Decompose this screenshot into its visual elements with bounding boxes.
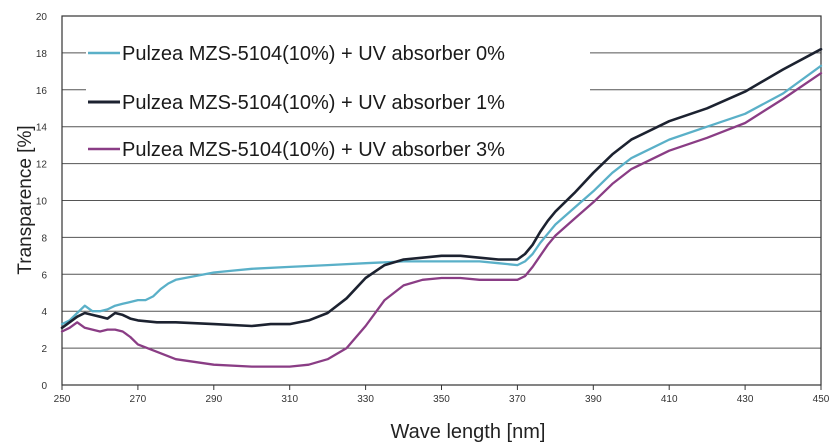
x-tick-label: 250 [54, 394, 71, 405]
legend-label-3: Pulzea MZS-5104(10%) + UV absorber 3% [122, 139, 505, 161]
series-layer [60, 47, 823, 368]
legend-label-2: Pulzea MZS-5104(10%) + UV absorber 1% [122, 92, 505, 114]
y-axis-title: Transparence [%] [15, 125, 36, 274]
legend-item-bg [86, 40, 590, 66]
x-tick-label: 330 [357, 394, 374, 405]
y-tick-label: 4 [41, 307, 47, 318]
x-tick-label: 310 [281, 394, 298, 405]
y-tick-label: 12 [36, 160, 48, 171]
x-tick-label: 370 [509, 394, 526, 405]
legend-item-bg [86, 136, 590, 162]
x-axis-title: Wave length [nm] [391, 421, 546, 442]
y-tick-label: 6 [41, 270, 47, 281]
y-tick-label: 20 [36, 12, 48, 23]
x-tick-label: 430 [737, 394, 754, 405]
legend: Pulzea MZS-5104(10%) + UV absorber 0% Pul… [86, 40, 590, 162]
series-line-3 [60, 72, 823, 368]
legend-item-bg [86, 89, 590, 115]
axis-labels: Wave length [nm] Transparence [%] [15, 125, 546, 443]
series-line-1 [60, 64, 823, 326]
x-tick-label: 290 [205, 394, 222, 405]
y-tick-label: 18 [36, 49, 48, 60]
series-line-2 [60, 47, 823, 330]
axes-layer: 0 2 4 6 8 10 12 14 16 18 20 250 270 290 310 330 350 370 39… [36, 12, 829, 405]
y-tick-label: 2 [41, 344, 47, 355]
y-tick-label: 8 [41, 233, 47, 244]
x-tick-label: 450 [813, 394, 829, 405]
x-tick-label: 390 [585, 394, 602, 405]
x-tick-label: 410 [661, 394, 678, 405]
y-tick-label: 0 [41, 381, 47, 392]
y-tick-label: 10 [36, 197, 48, 208]
legend-label-1: Pulzea MZS-5104(10%) + UV absorber 0% [122, 43, 505, 65]
y-tick-label: 14 [36, 123, 48, 134]
x-tick-label: 350 [433, 394, 450, 405]
x-tick-label: 270 [130, 394, 147, 405]
y-tick-label: 16 [36, 86, 48, 97]
